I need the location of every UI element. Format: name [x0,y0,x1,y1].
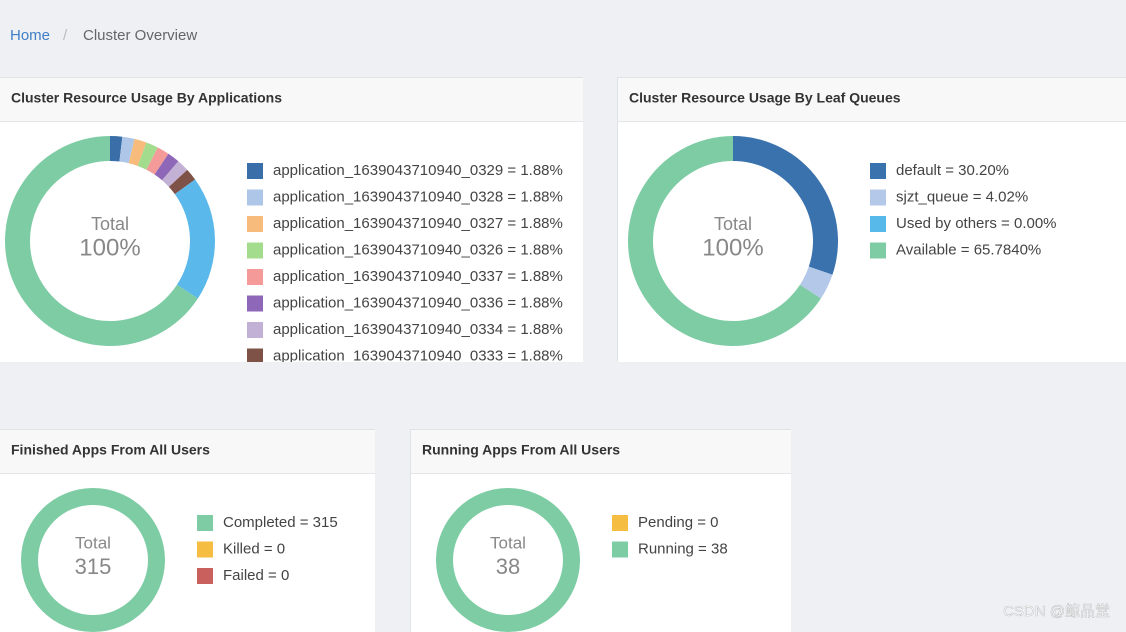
legend-swatch [247,163,263,179]
panel-header [618,78,1126,121]
donut-segment [128,138,147,166]
legend-label: application_1639043710940_0337 = 1.88% [273,268,563,285]
donut-segment [154,153,179,181]
legend-label: Failed = 0 [223,567,289,584]
panel-header [0,78,583,121]
panel: Finished Apps From All Users Total 315 Comp… [0,429,375,632]
legend-swatch [247,322,263,338]
panel-title: Running Apps From All Users [422,442,620,458]
legend-swatch [247,348,263,362]
donut-segment [110,136,123,162]
total-value: 100% [702,234,763,261]
legend-label: application_1639043710940_0327 = 1.88% [273,215,563,232]
donut-segment [733,136,839,275]
total-label: Total [75,533,111,552]
legend-label: sjzt_queue = 4.02% [896,188,1028,205]
legend-label: application_1639043710940_0333 = 1.88% [273,347,563,364]
total-value: 38 [496,554,520,579]
legend-swatch [247,189,263,206]
panel-title: Cluster Resource Usage By Applications [11,90,282,106]
legend-swatch [870,216,886,232]
legend-swatch [197,541,213,558]
total-label: Total [91,214,129,234]
legend-swatch [870,242,886,259]
legend-label: Pending = 0 [638,514,719,531]
legend-label: Running = 38 [638,540,728,557]
legend-label: application_1639043710940_0334 = 1.88% [273,321,563,338]
panel-title: Cluster Resource Usage By Leaf Queues [629,90,901,106]
legend-swatch [197,568,213,584]
legend-label: application_1639043710940_0326 = 1.88% [273,241,563,258]
legend-label: application_1639043710940_0328 = 1.88% [273,188,563,205]
panel: Cluster Resource Usage By Leaf Queues Tot… [617,77,1126,362]
donut-segment [119,136,135,164]
donut-segment [174,179,216,299]
total-value: 100% [79,234,140,261]
donut-segment [146,147,169,175]
total-label: Total [490,533,526,552]
legend-label: Used by others = 0.00% [896,215,1057,232]
donut-segment [162,161,188,187]
legend-swatch [612,515,628,531]
legend-label: Completed = 315 [223,514,338,531]
panel-header [411,430,791,473]
donut-segment [137,142,158,170]
legend-label: Available = 65.7840% [896,241,1041,258]
legend-label: application_1639043710940_0329 = 1.88% [273,162,563,179]
total-value: 315 [75,554,112,579]
legend-swatch [247,242,263,259]
panel-header [0,430,375,473]
panel: Cluster Resource Usage By Applications To… [0,77,583,364]
legend-swatch [247,269,263,285]
legend-swatch [870,189,886,206]
legend-swatch [247,295,263,312]
panel-body [0,77,583,362]
legend-label: Killed = 0 [223,540,285,557]
panel-title: Finished Apps From All Users [11,442,210,458]
legend-label: default = 30.20% [896,162,1009,179]
legend-label: application_1639043710940_0336 = 1.88% [273,294,563,311]
legend-swatch [612,541,628,558]
watermark: CSDN @鲸品堂 [1003,603,1110,620]
legend-swatch [247,216,263,232]
donut-segment [168,169,196,195]
legend-swatch [197,515,213,531]
donut-segment [799,266,833,299]
breadcrumb-separator: / [63,27,68,44]
breadcrumb-current: Cluster Overview [83,27,197,44]
panel: Running Apps From All Users Total 38 Pendin… [410,429,791,632]
legend-swatch [870,163,886,179]
breadcrumb-home[interactable]: Home [10,27,50,44]
total-label: Total [714,214,752,234]
